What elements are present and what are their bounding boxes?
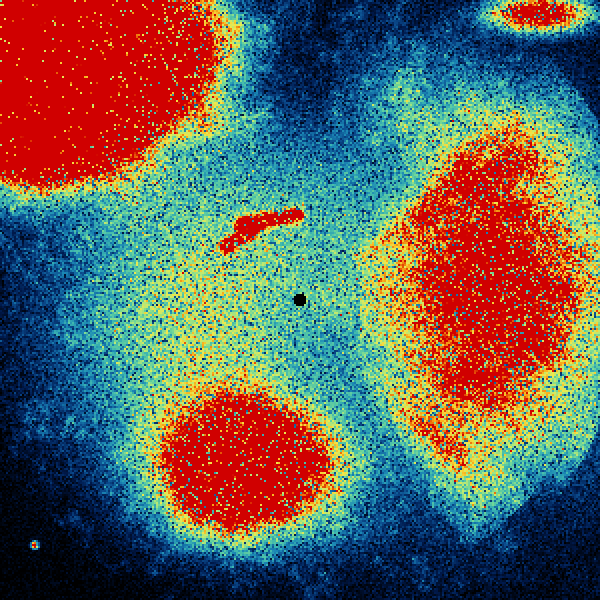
- false-color-image-figure: [0, 0, 600, 600]
- astronomical-image-canvas: [0, 0, 600, 600]
